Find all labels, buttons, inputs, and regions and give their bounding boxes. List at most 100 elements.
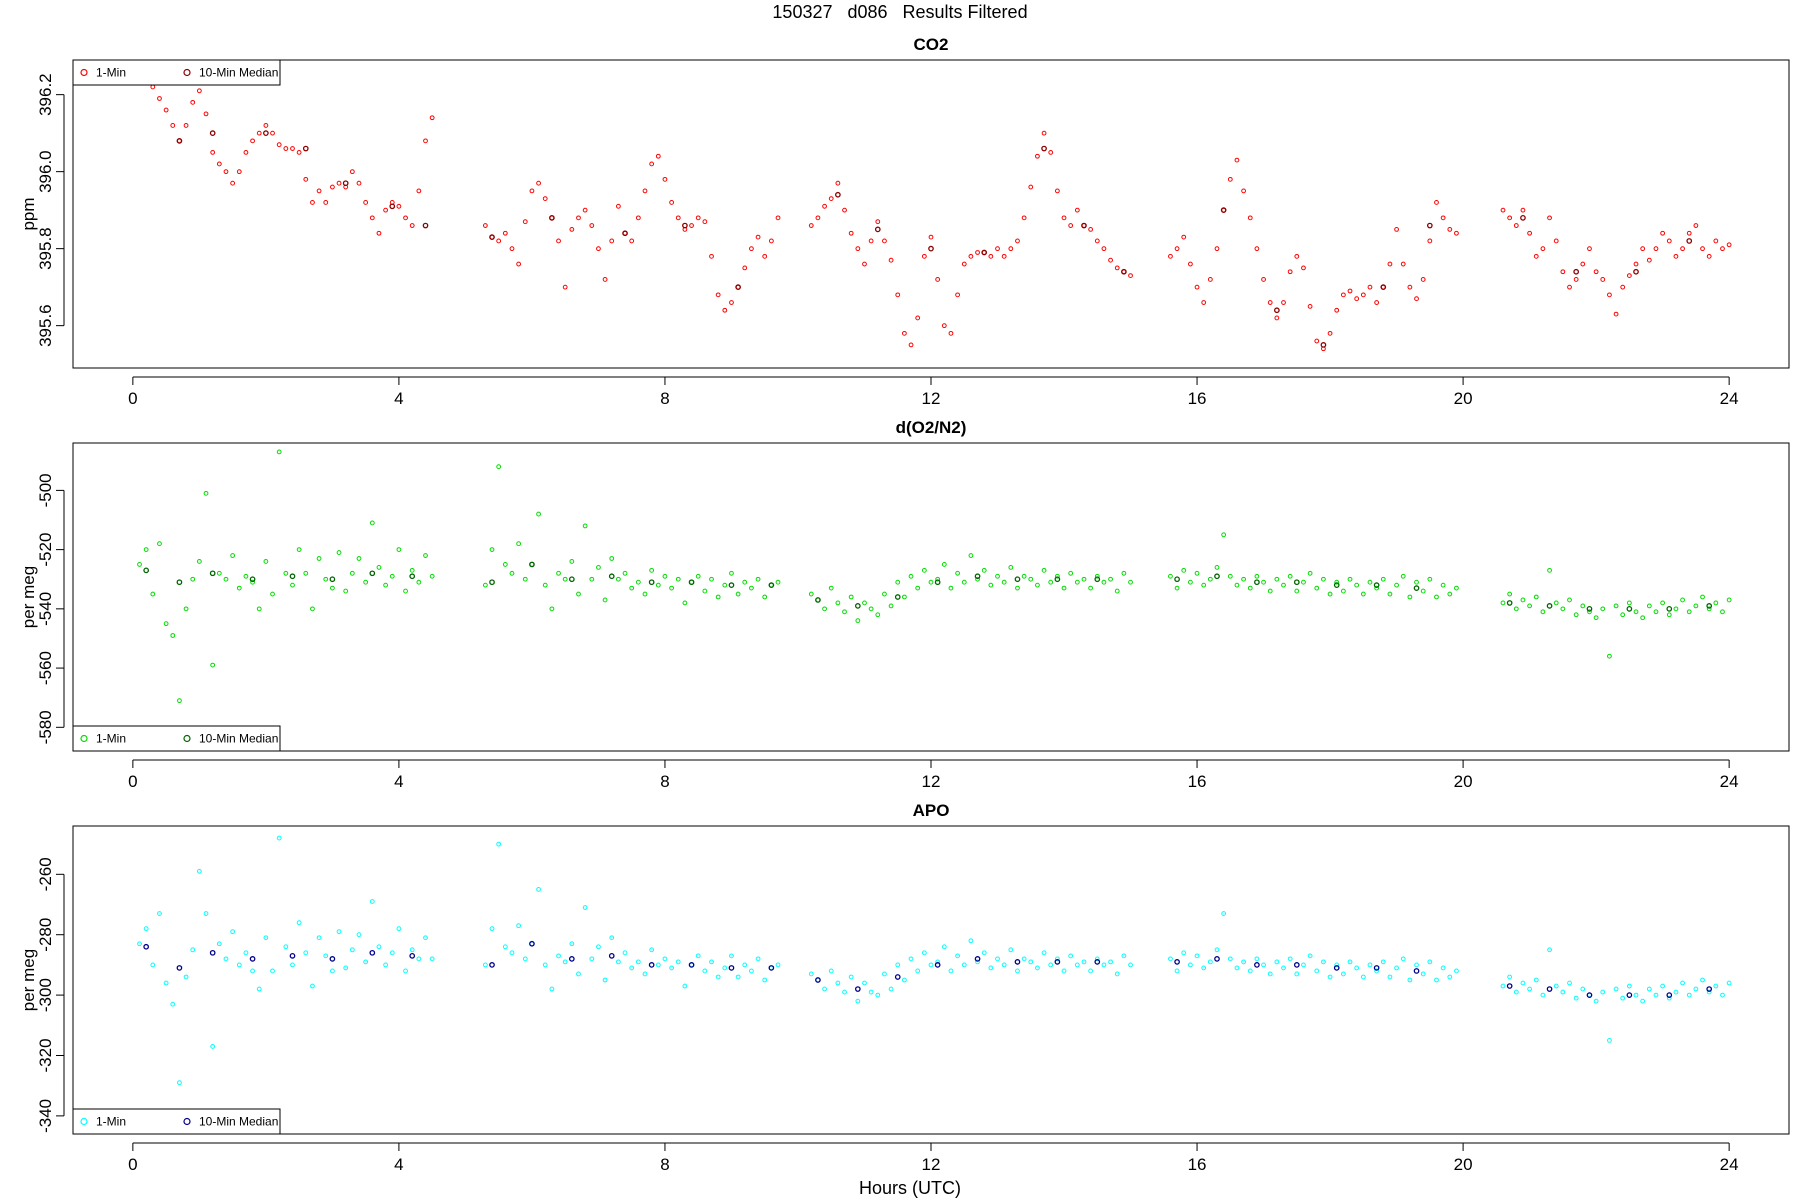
data-point (1048, 150, 1054, 155)
data-point (170, 633, 176, 638)
data-point (868, 238, 874, 244)
data-point (615, 576, 621, 582)
data-point (995, 573, 1000, 579)
data-point (409, 223, 415, 228)
data-point (955, 292, 961, 298)
data-point (276, 449, 282, 455)
data-point (1633, 268, 1639, 275)
data-point (968, 553, 974, 558)
data-point (1314, 585, 1320, 591)
data-point (263, 935, 269, 941)
data-point (908, 956, 914, 962)
data-point (1680, 246, 1685, 252)
data-point (303, 570, 309, 576)
data-point (722, 307, 728, 313)
y-tick-label: -560 (36, 651, 55, 685)
data-point (356, 180, 362, 186)
data-point (608, 952, 615, 959)
data-point (1374, 300, 1380, 305)
data-point (589, 576, 595, 582)
data-point (1440, 582, 1446, 588)
data-point (935, 576, 941, 582)
data-point (376, 564, 382, 570)
data-point (522, 956, 528, 962)
data-point (1607, 653, 1612, 659)
data-point (1214, 947, 1220, 953)
data-point (1580, 261, 1586, 267)
data-point (236, 962, 242, 968)
data-point (1506, 983, 1513, 989)
data-point (1333, 582, 1340, 589)
data-point (576, 971, 581, 977)
data-point (1061, 585, 1067, 591)
data-point (323, 200, 329, 205)
data-point (289, 573, 296, 580)
legend-label: 10-Min Median (199, 1115, 278, 1129)
data-point (1021, 573, 1027, 579)
x-tick-label: 20 (1454, 389, 1473, 408)
data-point (1593, 615, 1599, 621)
data-point (1041, 130, 1047, 136)
data-point (336, 550, 342, 555)
x-axis-label: Hours (UTC) (859, 1178, 961, 1198)
data-point (1287, 956, 1293, 962)
data-point (1586, 605, 1593, 612)
data-point (649, 567, 655, 573)
data-point (170, 123, 176, 128)
data-point (1281, 965, 1286, 971)
data-point (862, 261, 867, 267)
data-point (170, 1001, 176, 1007)
data-point (1553, 983, 1559, 989)
data-point (256, 606, 262, 612)
data-point (549, 215, 555, 221)
data-point (576, 215, 581, 221)
data-point (975, 250, 980, 255)
data-point (1373, 582, 1380, 589)
data-point (1680, 597, 1685, 603)
data-point (855, 998, 861, 1004)
data-point (615, 959, 621, 965)
data-point (1520, 597, 1526, 603)
data-point (1653, 246, 1659, 252)
panels: CO2 ppm 0 4 8 12 16 20 24 395.6 395.8 396.0 396.2 1-M… (19, 35, 1790, 1174)
data-point (143, 926, 149, 932)
data-point (629, 585, 635, 591)
data-point (536, 180, 541, 186)
data-point (562, 284, 568, 290)
data-point (1015, 238, 1020, 244)
y-tick-label: -280 (36, 918, 55, 952)
data-point (1234, 157, 1240, 163)
data-point (882, 971, 887, 977)
x-tick-label: 4 (394, 1155, 403, 1174)
data-point (682, 983, 688, 989)
data-point (728, 582, 735, 589)
data-point (396, 547, 402, 553)
data-point (928, 245, 934, 252)
data-point (635, 579, 641, 585)
data-point (1187, 962, 1193, 968)
data-point (1008, 564, 1014, 570)
data-point (1121, 953, 1127, 959)
data-point (582, 523, 588, 529)
data-point (1267, 971, 1273, 977)
data-point (1181, 234, 1187, 240)
data-point (921, 567, 927, 573)
x-tick-label: 0 (128, 772, 137, 791)
data-point (1274, 307, 1280, 314)
figure-title: 150327 d086 Results Filtered (772, 2, 1027, 22)
legend-marker (183, 68, 191, 77)
data-point (1653, 609, 1659, 615)
data-point (1407, 594, 1413, 600)
data-point (888, 257, 894, 263)
data-point (1041, 950, 1047, 956)
data-point (290, 582, 295, 588)
data-point (1427, 959, 1433, 965)
data-point (509, 570, 515, 576)
y-axis-label: ppm (19, 197, 38, 230)
data-point (150, 84, 156, 90)
data-point (1088, 227, 1094, 232)
data-point (429, 956, 435, 962)
data-point (403, 215, 408, 221)
data-point (596, 246, 601, 252)
